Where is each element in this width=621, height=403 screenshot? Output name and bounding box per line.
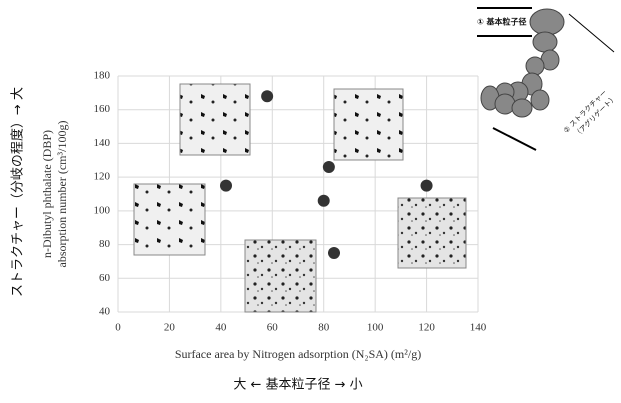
x-tick-label: 80 [318, 322, 330, 334]
point [220, 180, 232, 192]
y-tick-label: 120 [94, 171, 111, 183]
y-tick-label: 60 [99, 272, 111, 284]
micrograph [398, 198, 466, 268]
point [323, 161, 335, 173]
x-axis-label: Surface area by Nitrogen adsorption (N₂S… [175, 347, 421, 361]
left-annotation: ストラクチャー（分岐の程度）→ 大 [10, 87, 26, 297]
x-tick-label: 40 [215, 322, 227, 334]
y-tick-label: 80 [99, 238, 111, 250]
x-tick-label: 20 [164, 322, 176, 334]
point [421, 180, 433, 192]
point [328, 247, 340, 259]
y-tick-label: 160 [94, 103, 111, 115]
y-tick-label: 140 [94, 137, 111, 149]
y-tick-label: 100 [94, 204, 111, 216]
micrograph [134, 184, 205, 255]
y-tick-label: 40 [99, 306, 111, 318]
x-tick-label: 0 [115, 322, 121, 334]
diagram-label: ① 基本粒子径 [477, 17, 527, 27]
x-tick-label: 120 [418, 322, 435, 334]
y-axis-label: absorption number (cm³/100g) [55, 121, 69, 268]
y-axis-label: n-Dibutyl phthalate (DBP) [40, 130, 54, 258]
bottom-annotation: 大 ← 基本粒子径 → 小 [233, 378, 362, 393]
micrograph [245, 240, 316, 312]
chart: 406080100120140160180020406080100120140 … [0, 0, 621, 403]
point [261, 90, 273, 102]
x-tick-label: 60 [267, 322, 279, 334]
micrograph [334, 89, 403, 160]
point [318, 195, 330, 207]
x-tick-label: 140 [470, 322, 487, 334]
y-tick-label: 180 [94, 70, 111, 82]
x-tick-label: 100 [367, 322, 384, 334]
aggregate-diagram [477, 8, 614, 150]
micrograph [180, 84, 250, 155]
